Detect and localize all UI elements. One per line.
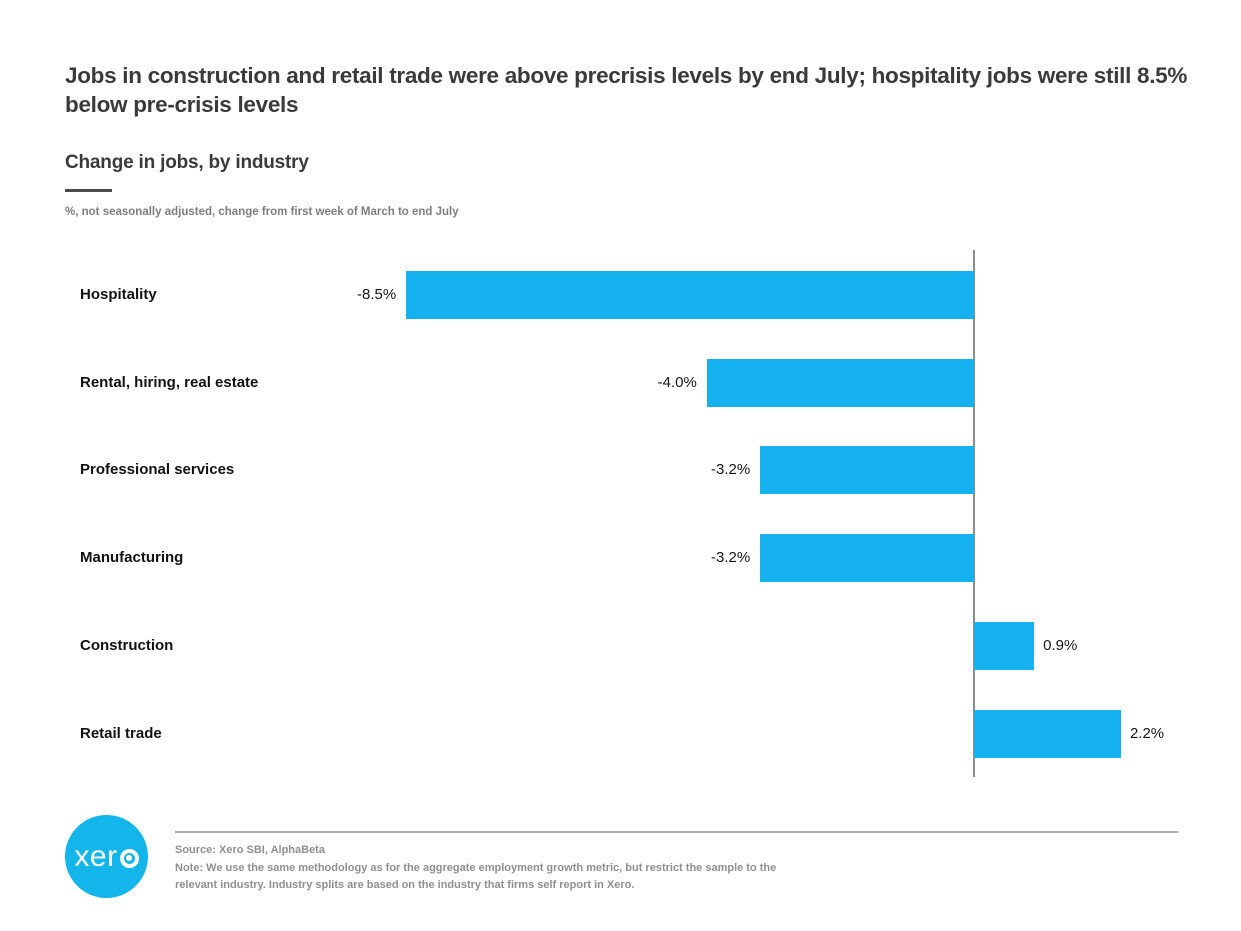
value-label-retail-trade: 2.2% <box>1129 724 1165 742</box>
category-label-construction: Construction <box>80 636 174 654</box>
source-line: Source: Xero SBI, AlphaBeta <box>175 844 325 856</box>
xero-logo: xer <box>65 815 148 898</box>
category-label-hospitality: Hospitality <box>80 286 157 303</box>
bar-professional-services <box>760 446 974 495</box>
category-label-professional-services: Professional services <box>80 461 235 479</box>
chart-title: Change in jobs, by industry <box>65 152 309 173</box>
xero-logo-letters: xer <box>74 839 118 873</box>
headline: Jobs in construction and retail trade we… <box>65 63 1188 117</box>
bar-construction <box>974 621 1035 670</box>
bar-rental-hiring-real-estate <box>706 358 974 407</box>
category-label-retail-trade: Retail trade <box>80 724 162 742</box>
bar-retail-trade <box>974 709 1121 758</box>
value-label-professional-services: -3.2% <box>711 461 751 479</box>
note-line: Note: We use the same methodology as for… <box>175 861 777 892</box>
footer-source-block: Source: Xero SBI, AlphaBeta Note: We use… <box>175 842 783 895</box>
zero-axis-line <box>973 250 975 777</box>
xero-logo-text: xer <box>74 839 139 873</box>
xero-logo-o-icon <box>119 848 139 868</box>
value-label-rental-hiring-real-estate: -4.0% <box>657 373 697 391</box>
value-label-construction: 0.9% <box>1043 636 1078 654</box>
title-underline-dash <box>65 189 112 192</box>
chart-unit-note: %, not seasonally adjusted, change from … <box>65 206 459 218</box>
category-label-manufacturing: Manufacturing <box>80 549 184 567</box>
footer-divider <box>175 831 1178 833</box>
bar-manufacturing <box>760 534 974 583</box>
bar-chart: Hospitality -8.5% Rental, hiring, real est… <box>0 250 1241 780</box>
category-label-rental-hiring-real-estate: Rental, hiring, real estate <box>80 373 259 391</box>
value-label-hospitality: -8.5% <box>357 286 397 303</box>
bar-hospitality <box>406 271 974 319</box>
value-label-manufacturing: -3.2% <box>711 549 751 567</box>
